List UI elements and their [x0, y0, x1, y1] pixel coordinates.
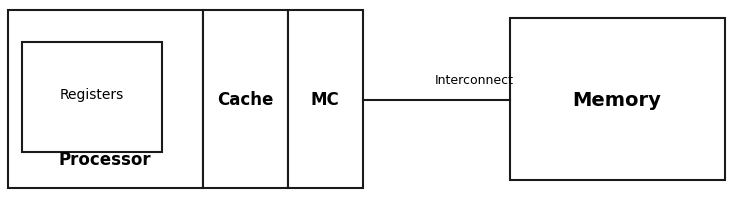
Bar: [288, 10, 363, 188]
Bar: [203, 10, 288, 188]
Bar: [22, 42, 162, 152]
Text: Interconnect: Interconnect: [435, 73, 514, 86]
Text: MC: MC: [310, 91, 339, 109]
Text: Memory: Memory: [573, 90, 661, 110]
Text: Cache: Cache: [217, 91, 273, 109]
Text: Processor: Processor: [59, 151, 151, 169]
Text: Registers: Registers: [60, 88, 124, 102]
Bar: [8, 10, 203, 188]
Bar: [510, 18, 725, 180]
